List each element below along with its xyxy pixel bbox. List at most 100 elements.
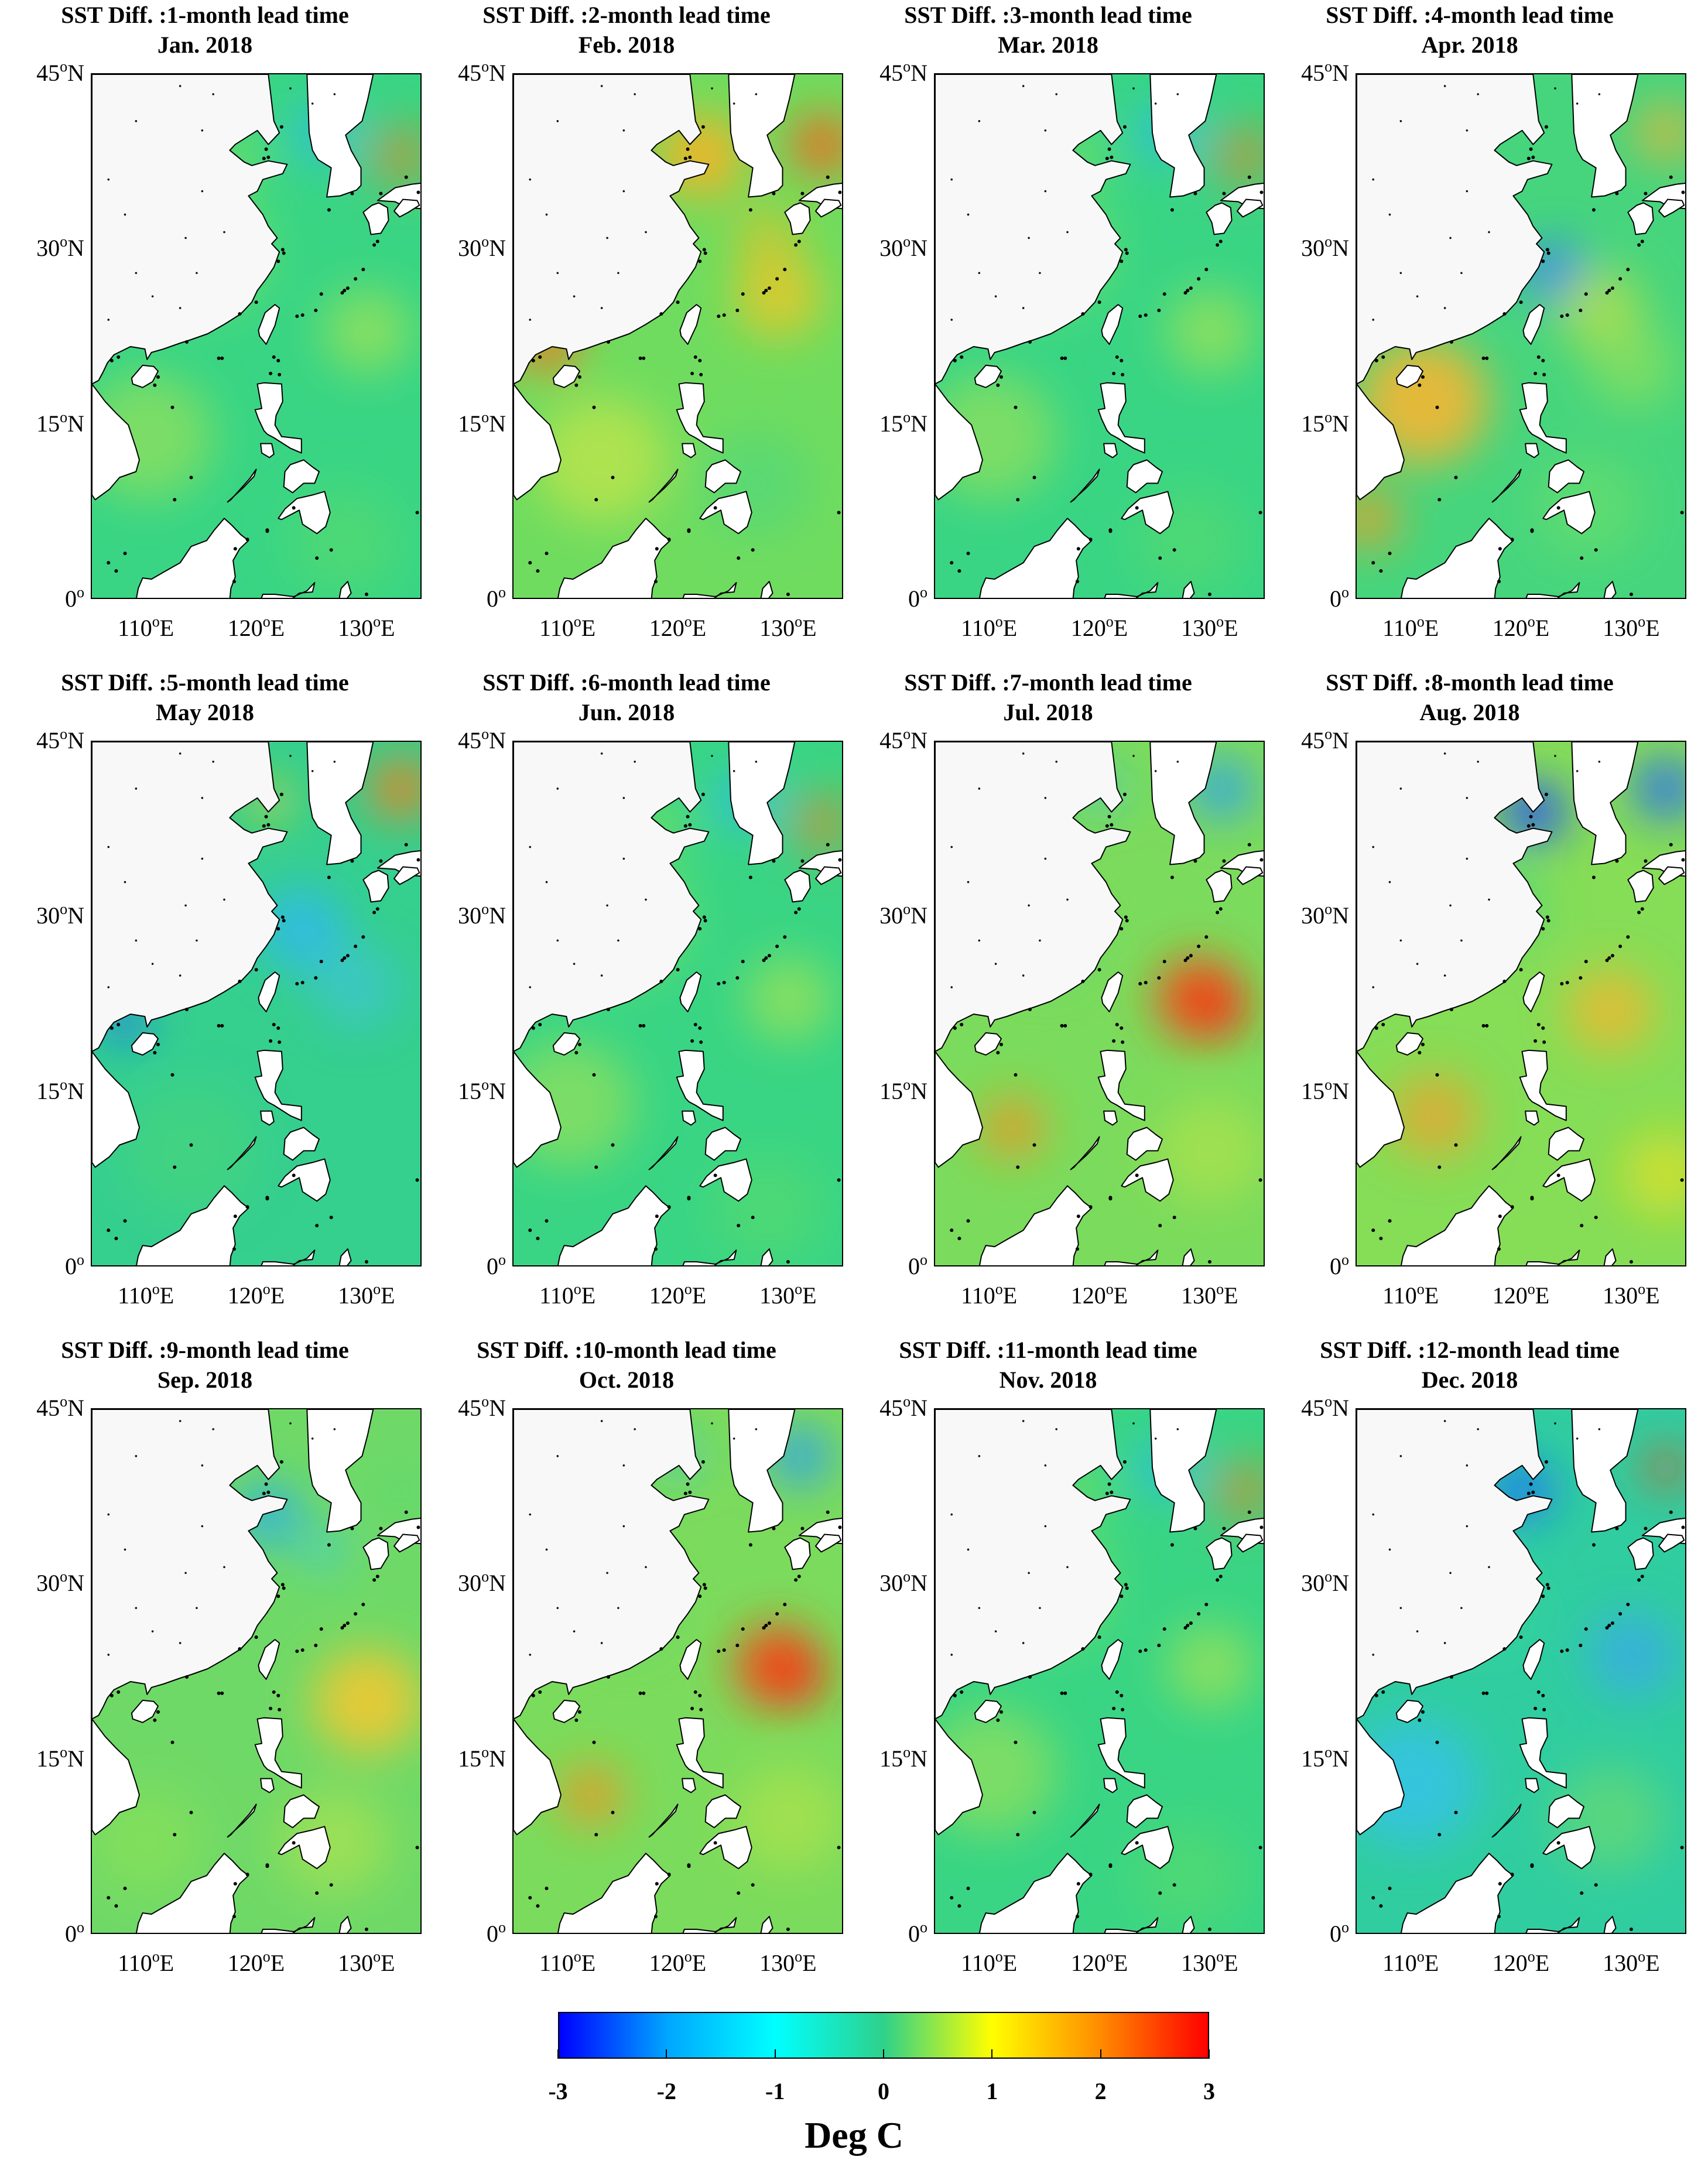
inland-lake xyxy=(978,1607,981,1610)
lat-tick-label: 45oN xyxy=(879,1393,927,1421)
islet xyxy=(156,375,160,379)
colorbar-tick-label: 1 xyxy=(986,2078,998,2104)
islet xyxy=(1197,277,1201,281)
islet xyxy=(262,1491,266,1495)
sst-anomaly-blob xyxy=(323,289,412,374)
islet xyxy=(379,1526,383,1531)
land-korea xyxy=(306,742,374,865)
islet xyxy=(292,506,296,510)
islet xyxy=(1162,960,1166,964)
islet xyxy=(1120,358,1124,362)
islet xyxy=(156,1710,160,1714)
land-luzon xyxy=(676,1049,724,1121)
lat-tick-label: 0o xyxy=(487,1919,506,1947)
lat-tick-label: 45oN xyxy=(36,725,84,754)
inland-lake xyxy=(529,319,532,321)
lat-tick-label: 0o xyxy=(487,1251,506,1279)
islet xyxy=(1526,1491,1531,1495)
islet xyxy=(1183,291,1187,295)
islet xyxy=(1485,1691,1489,1695)
lon-tick-label: 130oE xyxy=(1603,613,1660,641)
land-mindanao xyxy=(278,1826,331,1870)
islet xyxy=(1032,1143,1036,1147)
islet xyxy=(687,1197,691,1201)
islet xyxy=(1207,1928,1211,1932)
islet xyxy=(1449,1675,1453,1679)
islet xyxy=(1618,277,1623,281)
islet xyxy=(327,208,331,212)
islet xyxy=(1644,859,1648,863)
land-vietnam xyxy=(935,1718,983,1836)
inland-lake xyxy=(950,1513,953,1516)
inland-lake xyxy=(212,1428,214,1430)
land-halmahera xyxy=(338,581,352,598)
land-halmahera xyxy=(338,1248,352,1265)
islet xyxy=(1172,1216,1176,1220)
land-taiwan xyxy=(679,304,702,345)
land-taiwan xyxy=(1522,971,1545,1012)
lat-tick-label: 0o xyxy=(65,584,84,612)
islet xyxy=(327,1543,331,1547)
colorbar-tick-mark xyxy=(557,2049,559,2059)
islet xyxy=(1542,1707,1546,1711)
islet xyxy=(1541,927,1545,931)
land-mindanao xyxy=(699,491,752,535)
islet xyxy=(350,859,354,863)
islet xyxy=(109,358,114,362)
inland-lake xyxy=(606,904,608,907)
islet xyxy=(350,1526,354,1531)
inland-lake xyxy=(556,939,559,942)
inland-lake xyxy=(617,272,619,275)
inland-lake xyxy=(545,1548,548,1551)
inland-lake xyxy=(201,796,204,799)
islet xyxy=(1222,859,1226,863)
islet xyxy=(797,239,801,244)
islet xyxy=(701,1460,705,1464)
islet xyxy=(354,277,358,281)
islet xyxy=(1437,1165,1442,1169)
inland-lake xyxy=(1066,898,1069,901)
inland-lake xyxy=(1022,752,1025,755)
landmass xyxy=(514,742,842,1265)
islet xyxy=(269,1706,273,1710)
land-kyushu xyxy=(362,1537,389,1570)
landmass xyxy=(92,74,420,598)
lon-tick-label: 110oE xyxy=(1382,1281,1439,1309)
islet xyxy=(717,1649,721,1654)
inland-lake xyxy=(1443,1420,1446,1422)
colorbar-tick-label: 2 xyxy=(1094,2078,1107,2104)
inland-lake xyxy=(201,857,204,860)
inland-lake xyxy=(994,1630,997,1632)
islet xyxy=(238,980,242,984)
islet xyxy=(379,191,383,196)
inland-lake xyxy=(196,272,198,275)
land-luzon xyxy=(254,1717,302,1789)
inland-lake xyxy=(556,272,559,275)
islet xyxy=(693,1022,697,1026)
inland-lake xyxy=(622,796,625,799)
islet xyxy=(379,859,383,863)
islet xyxy=(278,1707,282,1711)
sst-map xyxy=(1356,73,1686,599)
panel-title-lead-time: SST Diff. :5-month lead time xyxy=(61,669,349,696)
islet xyxy=(960,355,964,359)
islet xyxy=(1112,1039,1116,1043)
land-hainan xyxy=(552,1032,580,1056)
islet xyxy=(1545,1583,1549,1587)
land-kyushu xyxy=(1206,870,1233,903)
islet xyxy=(699,1707,703,1711)
islet xyxy=(699,1040,703,1044)
panel-title-lead-time: SST Diff. :10-month lead time xyxy=(477,1337,776,1363)
islet xyxy=(279,125,283,129)
inland-lake xyxy=(978,1455,981,1457)
land-halmahera xyxy=(760,581,773,598)
islet xyxy=(1125,1586,1129,1590)
land-mindoro xyxy=(260,1778,275,1793)
islet xyxy=(574,1718,579,1722)
islet xyxy=(279,792,283,796)
islet xyxy=(1381,1690,1385,1694)
landmass xyxy=(935,742,1264,1265)
inland-lake xyxy=(1443,85,1446,87)
islet xyxy=(361,268,365,272)
land-vietnam xyxy=(1357,1718,1405,1836)
